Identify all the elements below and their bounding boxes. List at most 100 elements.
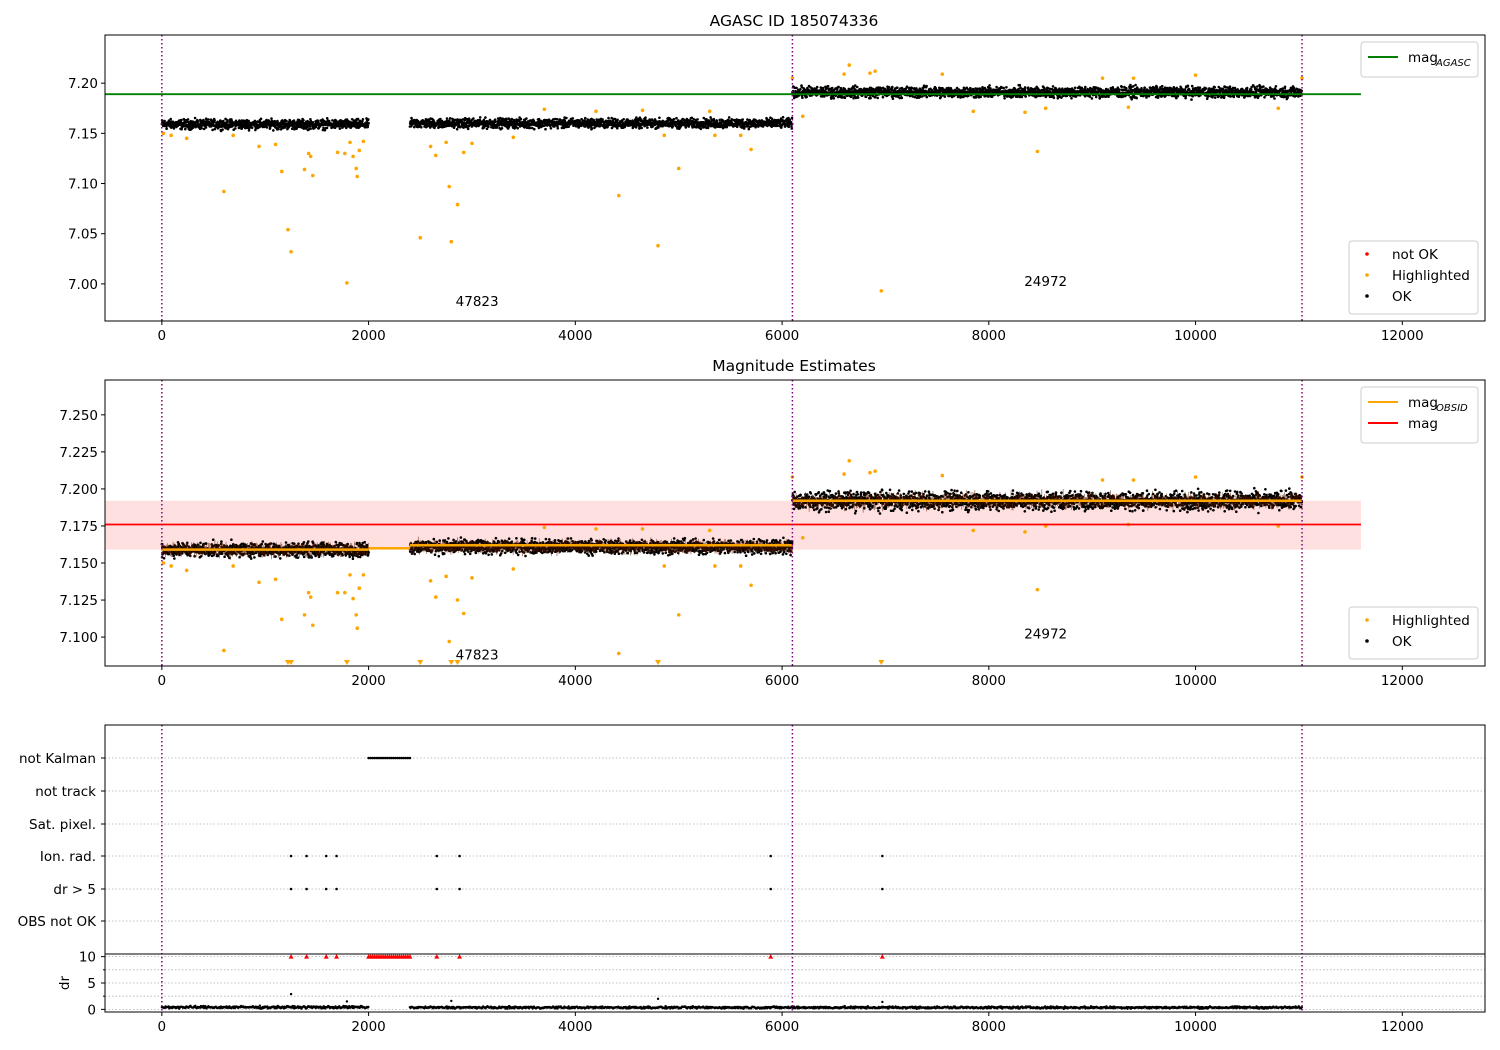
ok-point <box>438 125 442 129</box>
ok-point <box>730 118 733 121</box>
ok-point <box>482 126 486 129</box>
x-tick-label: 10000 <box>1174 328 1217 344</box>
ok-point <box>692 118 696 121</box>
ok-point <box>537 126 541 130</box>
highlighted-point <box>1193 73 1198 77</box>
ok-point <box>788 118 791 121</box>
ok-point <box>607 116 610 120</box>
ok-point <box>302 119 305 122</box>
ok-point <box>1175 86 1178 90</box>
ok-point <box>361 118 365 121</box>
ok-point <box>259 117 263 121</box>
ok-point <box>856 96 860 99</box>
ok-point <box>1263 96 1266 99</box>
ok-point <box>891 97 895 100</box>
highlighted-point <box>879 289 884 293</box>
highlighted-point <box>662 133 667 138</box>
ok-point <box>556 124 559 128</box>
ok-point <box>696 118 699 121</box>
ok-point <box>1090 97 1094 100</box>
ok-point <box>234 127 237 130</box>
ok-point <box>439 117 442 121</box>
ok-point <box>311 121 315 124</box>
ok-point <box>455 127 459 131</box>
ok-point <box>309 127 312 130</box>
highlighted-point <box>343 151 347 156</box>
highlighted-point <box>738 133 743 138</box>
highlighted-point <box>656 243 660 248</box>
ok-point <box>544 127 547 131</box>
highlighted-point <box>444 140 448 145</box>
ok-point <box>1135 96 1138 100</box>
legend-line-label: mag <box>1408 50 1438 66</box>
ok-point <box>361 120 364 123</box>
ok-point <box>265 126 269 129</box>
ok-point <box>727 116 731 119</box>
ok-point <box>207 118 210 121</box>
highlighted-point <box>355 174 360 179</box>
observation-id-label: 24972 <box>1024 274 1067 290</box>
highlighted-point <box>361 139 366 144</box>
highlighted-point <box>310 173 315 178</box>
ok-point <box>675 116 678 120</box>
ok-point <box>1003 97 1006 100</box>
ok-point <box>1274 85 1278 88</box>
ok-point <box>571 117 575 120</box>
ok-point <box>830 86 834 90</box>
ok-point <box>905 85 909 88</box>
legend-point-swatch <box>1365 273 1369 277</box>
ok-point <box>995 85 998 89</box>
ok-point <box>801 96 804 99</box>
ok-point <box>1286 96 1289 99</box>
ok-point <box>855 85 859 89</box>
ok-point <box>258 125 261 129</box>
ok-point <box>616 118 619 122</box>
ok-point <box>949 87 953 90</box>
ok-point <box>1051 85 1055 88</box>
ok-point <box>672 117 676 121</box>
ok-point <box>1134 83 1137 87</box>
ok-point <box>331 119 334 122</box>
ok-point <box>565 116 568 120</box>
ok-point <box>172 554 175 557</box>
legend-line-subscript: AGASC <box>1435 58 1471 69</box>
ok-point <box>478 116 482 119</box>
ok-point <box>254 128 257 132</box>
ok-point <box>1088 95 1092 98</box>
ok-point <box>325 117 329 120</box>
ok-point <box>1125 87 1128 90</box>
ok-point <box>1073 86 1077 90</box>
ok-point <box>1120 85 1123 88</box>
ok-point <box>896 86 899 89</box>
ok-point <box>881 95 885 99</box>
highlighted-point <box>348 140 352 145</box>
ok-point <box>276 120 279 124</box>
ok-point <box>485 127 489 131</box>
highlighted-point <box>1043 106 1048 111</box>
ok-point <box>830 97 833 100</box>
ok-point <box>1292 86 1296 90</box>
ok-point <box>323 128 327 132</box>
ok-point <box>913 95 917 99</box>
ok-point <box>1143 86 1146 89</box>
ok-point <box>507 125 511 129</box>
ok-point <box>556 127 560 130</box>
highlighted-point <box>169 133 173 138</box>
ok-point <box>1283 85 1287 89</box>
highlighted-point <box>428 144 433 149</box>
ok-point <box>487 125 490 129</box>
ok-point <box>549 123 552 127</box>
ok-point <box>1140 87 1143 90</box>
ok-point <box>666 119 670 123</box>
ok-point <box>743 125 746 129</box>
highlighted-point <box>1131 76 1136 80</box>
ok-point <box>290 127 294 130</box>
ok-point <box>516 126 519 130</box>
ok-point <box>1228 85 1232 88</box>
ok-point <box>300 124 304 127</box>
highlighted-point <box>357 148 362 153</box>
ok-point <box>247 129 251 132</box>
legend-point-label: not OK <box>1392 247 1439 263</box>
ok-point <box>925 95 929 99</box>
x-tick-label: 8000 <box>972 328 1006 344</box>
